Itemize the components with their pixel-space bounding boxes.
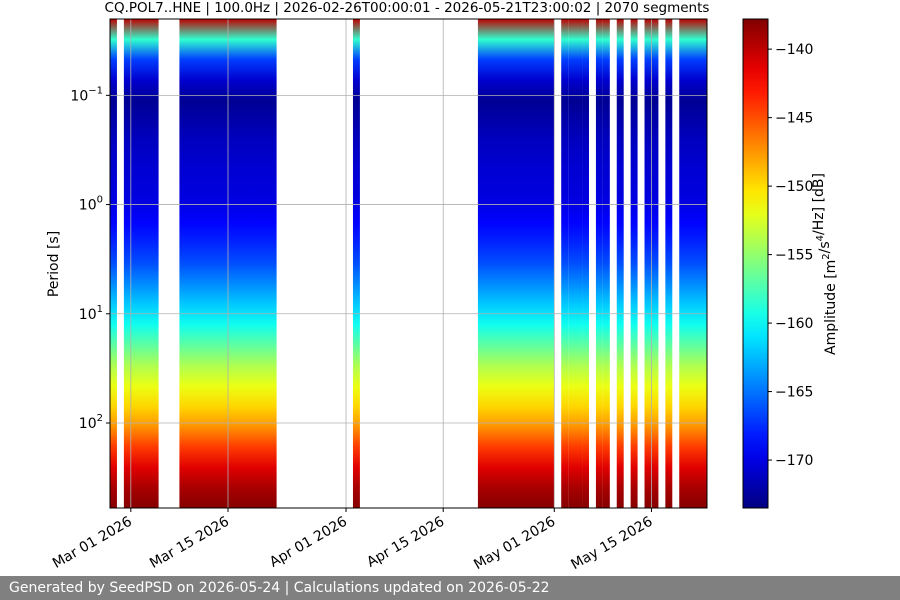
- data-segment: [679, 19, 707, 508]
- y-tick-label: 100: [79, 195, 103, 214]
- x-tick-label: May 01 2026: [471, 514, 558, 574]
- data-segment: [568, 19, 583, 508]
- colorbar-tick-label: −150: [775, 179, 813, 195]
- x-tick-label: May 15 2026: [568, 514, 655, 574]
- data-segment: [651, 19, 659, 508]
- colorbar: −140 −145 −150 −155 −160 −165 −170: [742, 18, 813, 509]
- x-axis: Mar 01 2026 Mar 15 2026 Apr 01 2026 Apr 15 …: [50, 508, 656, 573]
- chart-title: CQ.POL7..HNE | 100.0Hz | 2026-02-26T00:0…: [105, 0, 710, 16]
- x-tick-label: Apr 15 2026: [364, 514, 447, 571]
- colorbar-tick-label: −145: [775, 111, 813, 127]
- x-tick-label: Mar 15 2026: [147, 514, 232, 572]
- colorbar-tick-label: −165: [775, 385, 813, 401]
- colorbar-tick-label: −140: [775, 42, 813, 58]
- grid: [110, 19, 707, 508]
- psd-chart: CQ.POL7..HNE | 100.0Hz | 2026-02-26T00:0…: [46, 0, 839, 573]
- x-tick-label: Mar 01 2026: [50, 514, 135, 572]
- data-segment: [582, 19, 589, 508]
- x-tick-label: Apr 01 2026: [267, 514, 350, 571]
- y-tick-label: 101: [79, 304, 103, 323]
- data-segment: [602, 19, 610, 508]
- y-axis-label: Period [s]: [46, 231, 62, 297]
- colorbar-tick-label: −155: [775, 248, 813, 264]
- footer: Generated by SeedPSD on 2026-05-24 | Cal…: [0, 576, 900, 600]
- colorbar-tick-label: −160: [775, 316, 813, 332]
- data-segment: [561, 19, 569, 508]
- data-segment: [616, 19, 624, 508]
- data-segment: [477, 19, 555, 508]
- data-segment: [630, 19, 638, 508]
- data-segment: [595, 19, 603, 508]
- data-segment: [644, 19, 652, 508]
- y-tick-label: 10−1: [70, 85, 103, 104]
- colorbar-scale: [742, 18, 769, 509]
- data-segment: [123, 19, 159, 508]
- data-segment: [352, 19, 360, 508]
- data-segment: [110, 19, 117, 508]
- data-segment: [665, 19, 673, 508]
- colorbar-label: Amplitude [m2/s4/Hz] [dB]: [811, 173, 839, 355]
- plot-frame: [109, 18, 708, 509]
- colorbar-tick-label: −170: [775, 453, 813, 469]
- spectrogram: [110, 19, 707, 508]
- y-axis: 10−1 100 101 102: [70, 85, 110, 432]
- y-tick-label: 102: [79, 413, 103, 432]
